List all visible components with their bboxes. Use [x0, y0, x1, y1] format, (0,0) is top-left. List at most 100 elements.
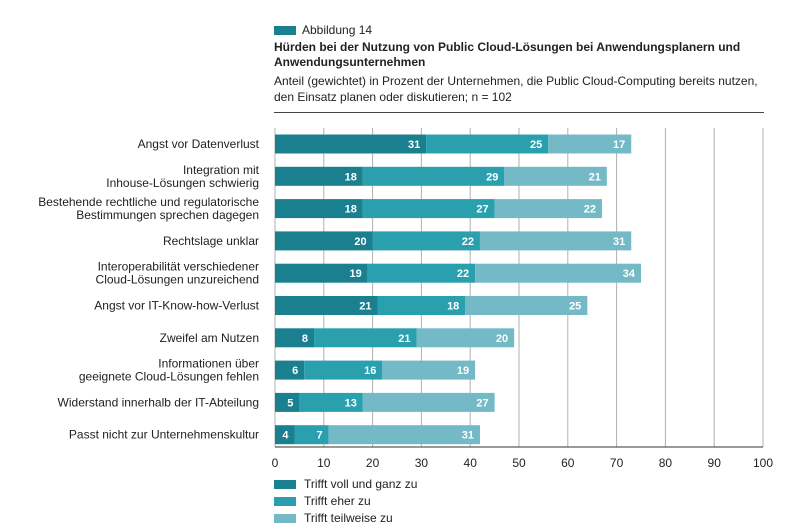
- bar-segment: [304, 360, 383, 380]
- bar-segment: [372, 231, 480, 251]
- bar-segment: [275, 360, 305, 380]
- bar-value-label: 31: [462, 430, 474, 442]
- legend-label: Trifft teilweise zu: [304, 511, 393, 525]
- bar-value-label: 19: [457, 365, 469, 377]
- bar-segment: [504, 166, 607, 186]
- bar-segment: [362, 166, 505, 186]
- legend: Trifft voll und ganz zu Trifft eher zu T…: [274, 476, 417, 527]
- category-label-line: Inhouse-Lösungen schwierig: [106, 176, 259, 190]
- category-label: Integration mit Inhouse-Lösungen schwieri…: [106, 163, 259, 190]
- bar-value-label: 31: [408, 139, 420, 151]
- bar-value-label: 18: [345, 204, 357, 216]
- bar-value-label: 22: [457, 268, 469, 280]
- bar-segment: [275, 166, 363, 186]
- bar-segment: [275, 296, 378, 315]
- category-label-line: Cloud-Lösungen unzureichend: [96, 273, 259, 287]
- bar-value-label: 25: [569, 301, 581, 313]
- category-label-line: Zweifel am Nutzen: [160, 331, 259, 345]
- bar-segment: [275, 328, 315, 348]
- x-tick-label: 80: [659, 456, 673, 470]
- bar-value-label: 13: [345, 397, 357, 409]
- x-tick-label: 70: [610, 456, 624, 470]
- legend-swatch: [274, 496, 296, 506]
- bar-value-label: 18: [345, 171, 357, 183]
- category-label-line: Integration mit: [183, 163, 260, 177]
- legend-item: Trifft voll und ganz zu: [274, 476, 417, 492]
- x-tick-label: 50: [512, 456, 526, 470]
- bar-value-label: 19: [349, 268, 361, 280]
- legend-label: Trifft voll und ganz zu: [304, 477, 418, 491]
- bar-value-label: 27: [476, 397, 488, 409]
- bar-segment: [314, 328, 417, 348]
- bar-value-label: 6: [292, 365, 298, 377]
- bar-segment: [475, 263, 641, 283]
- header-divider: [274, 112, 764, 113]
- bar-value-label: 29: [486, 171, 498, 183]
- x-tick-label: 10: [317, 456, 331, 470]
- bar-segment: [494, 199, 602, 219]
- category-label-line: Passt nicht zur Unternehmenskultur: [69, 428, 259, 442]
- bar-value-label: 25: [530, 139, 542, 151]
- bar-segment: [416, 328, 515, 348]
- category-label: Angst vor Datenverlust: [138, 137, 260, 151]
- bar-value-label: 27: [476, 204, 488, 216]
- bar-value-label: 20: [354, 236, 366, 248]
- bar-segment: [275, 425, 295, 445]
- category-label-line: Bestimmungen sprechen dagegen: [76, 208, 259, 222]
- x-tick-label: 90: [708, 456, 722, 470]
- legend-label: Trifft eher zu: [304, 494, 371, 508]
- bar-value-label: 8: [302, 333, 308, 345]
- bar-value-label: 21: [359, 301, 371, 313]
- figure-label: Abbildung 14: [274, 23, 372, 37]
- category-label: Bestehende rechtliche und regulatorische…: [38, 195, 259, 222]
- category-label: Informationen über geeignete Cloud-Lösung…: [79, 357, 259, 384]
- x-tick-label: 60: [561, 456, 575, 470]
- bar-value-label: 4: [282, 430, 289, 442]
- bar-segment: [362, 392, 495, 412]
- category-label: Passt nicht zur Unternehmenskultur: [69, 428, 259, 442]
- x-tick-label: 0: [272, 456, 279, 470]
- bar-segment: [479, 231, 632, 251]
- legend-swatch: [274, 479, 296, 489]
- bar-segment: [275, 199, 363, 219]
- bar-segment: [382, 360, 476, 380]
- bar-segment: [275, 263, 368, 283]
- legend-item: Trifft eher zu: [274, 493, 417, 509]
- bar-value-label: 16: [364, 365, 376, 377]
- bar-segment: [328, 425, 480, 445]
- bar-segment: [426, 134, 549, 154]
- x-tick-label: 40: [464, 456, 478, 470]
- bar-value-label: 34: [623, 268, 636, 280]
- bar-value-label: 31: [613, 236, 625, 248]
- category-label: Angst vor IT-Know-how-Verlust: [94, 299, 259, 313]
- bar-value-label: 21: [398, 333, 410, 345]
- bar-segment: [294, 425, 329, 445]
- legend-item: Trifft teilweise zu: [274, 510, 417, 526]
- chart-title: Hürden bei der Nutzung von Public Cloud-…: [274, 40, 741, 69]
- category-label-line: Widerstand innerhalb der IT-Abteilung: [58, 395, 259, 409]
- category-label: Zweifel am Nutzen: [160, 331, 259, 345]
- bar-segment: [275, 134, 427, 154]
- category-label-line: geeignete Cloud-Lösungen fehlen: [79, 370, 259, 384]
- bar-segment: [377, 296, 466, 315]
- bar-segment: [299, 392, 363, 412]
- bar-value-label: 5: [287, 397, 293, 409]
- figure-label-text: Abbildung 14: [302, 23, 373, 37]
- bar-value-label: 18: [447, 301, 459, 313]
- bar-value-label: 22: [584, 204, 596, 216]
- x-tick-label: 20: [366, 456, 380, 470]
- bar-segment: [548, 134, 632, 154]
- bar-segment: [362, 199, 495, 219]
- bar-segment: [465, 296, 588, 315]
- category-label-line: Interoperabilität verschiedener: [98, 260, 259, 274]
- chart-subtitle: Anteil (gewichtet) in Prozent der Untern…: [274, 74, 758, 104]
- category-label: Widerstand innerhalb der IT-Abteilung: [58, 395, 259, 409]
- category-label: Rechtslage unklar: [163, 234, 259, 248]
- bar-segment: [275, 231, 373, 251]
- x-tick-label: 30: [415, 456, 429, 470]
- category-label: Interoperabilität verschiedener Cloud-Lös…: [96, 260, 259, 287]
- bar-value-label: 20: [496, 333, 508, 345]
- bar-value-label: 7: [317, 430, 323, 442]
